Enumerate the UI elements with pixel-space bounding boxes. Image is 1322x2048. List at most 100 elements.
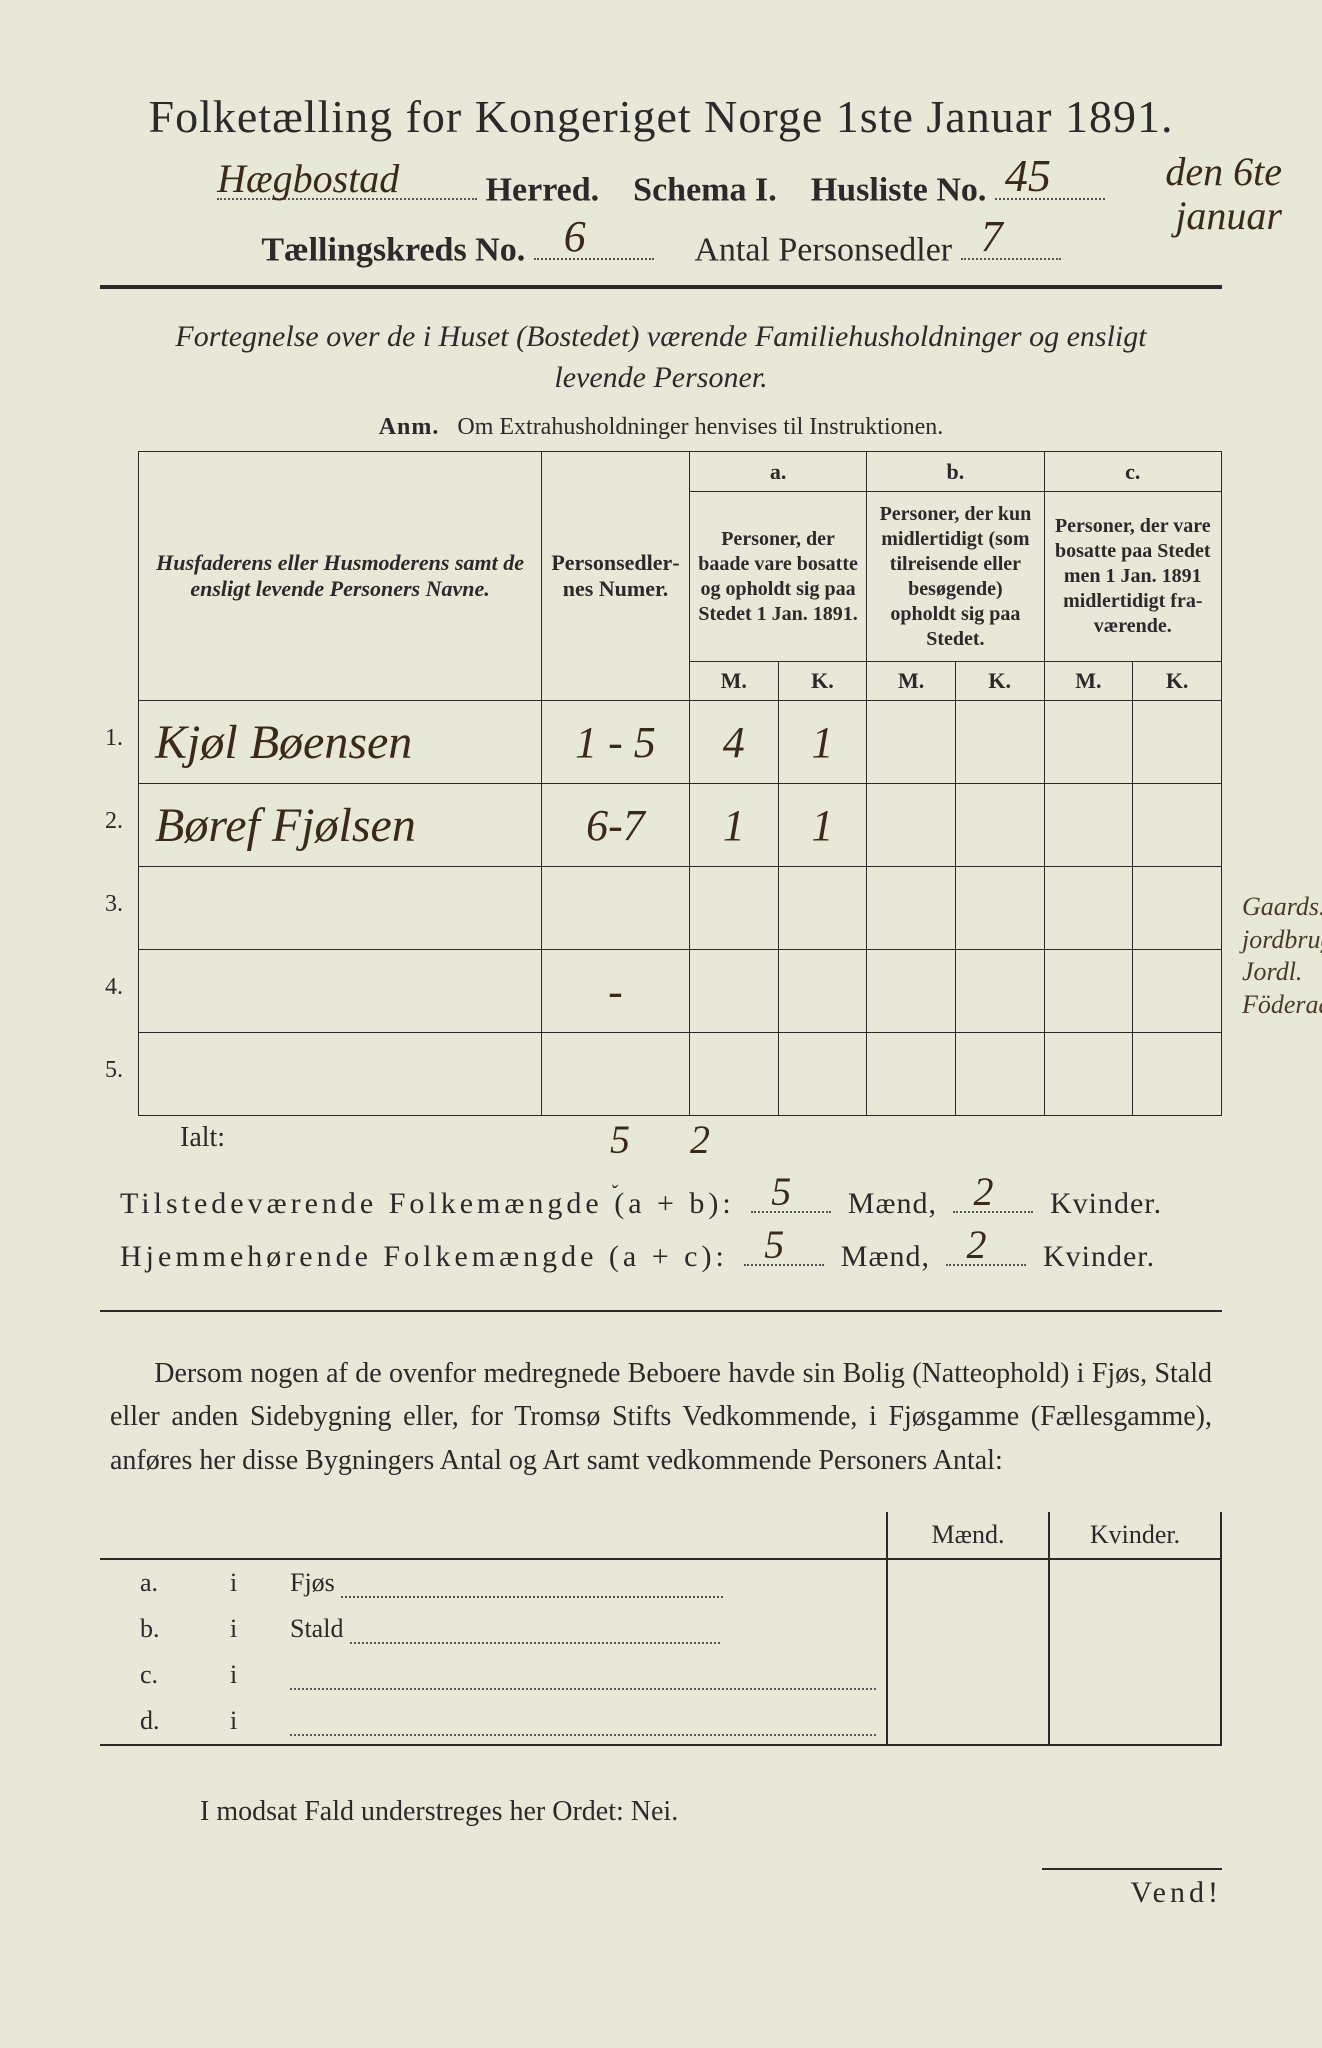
- tbl2-row: d.i: [100, 1698, 1221, 1745]
- herred-blank: Hægbostad: [217, 161, 477, 200]
- anm-text: Om Extrahusholdninger henvises til Instr…: [457, 414, 943, 440]
- tbl2-row: c.i: [100, 1652, 1221, 1698]
- table-row: 1.Kjøl Bøensen1 - 541: [139, 701, 1222, 784]
- row-index: 1.: [105, 725, 123, 752]
- tbl2-k: [1049, 1698, 1221, 1745]
- row-bM: [867, 784, 956, 867]
- row-aM: [689, 950, 778, 1033]
- group-a-letter: a.: [689, 452, 866, 492]
- ialt-m: 5ˇ: [610, 1116, 630, 1210]
- tbl2-k: [1049, 1559, 1221, 1606]
- row-cM: [1044, 867, 1133, 950]
- tbl2-row: b.iStald: [100, 1606, 1221, 1652]
- group-a-text: Personer, der baade vare bo­satte og oph…: [689, 492, 866, 662]
- row-index: 3.: [105, 891, 123, 918]
- margin-annotations: Gaards. Selv jordbruger. Jordl. Föderaad…: [1242, 891, 1322, 1021]
- census-table: Husfaderens eller Husmode­rens samt de e…: [138, 451, 1222, 1116]
- tbl2-k: [1049, 1606, 1221, 1652]
- outbuilding-table: Mænd. Kvinder. a.iFjøs b.iStald c.id.i: [100, 1512, 1222, 1746]
- row-bK: [955, 867, 1044, 950]
- tbl2-label: [280, 1698, 887, 1745]
- table-row: 2.Børef Fjølsen6-711: [139, 784, 1222, 867]
- husliste-label: Husliste No.: [811, 171, 987, 208]
- ialt-label: Ialt:: [180, 1122, 225, 1153]
- summary2-k-blank: 2: [946, 1231, 1026, 1266]
- row-cK: [1133, 950, 1222, 1033]
- tbl2-row: a.iFjøs: [100, 1559, 1221, 1606]
- summary-present: Tilstedeværende Folkemængde (a + b): 5 M…: [120, 1178, 1222, 1221]
- dersom-paragraph: Dersom nogen af de ovenfor medregnede Be…: [110, 1352, 1212, 1482]
- summary1-klabel: Kvinder.: [1050, 1187, 1162, 1220]
- summary1-m: 5: [771, 1168, 792, 1215]
- row-cK: [1133, 867, 1222, 950]
- row-bM: [867, 1033, 956, 1116]
- fortegnelse-heading: Fortegnelse over de i Huset (Bostedet) v…: [100, 317, 1222, 398]
- row-nums: 6-7: [542, 784, 690, 867]
- margin-annot-2: jordbruger.: [1242, 924, 1322, 957]
- tbl2-i: i: [220, 1698, 280, 1745]
- tbl2-k: [1049, 1652, 1221, 1698]
- row-aK: [778, 867, 867, 950]
- summary1-k: 2: [973, 1168, 994, 1215]
- summary2-m-blank: 5: [744, 1231, 824, 1266]
- row-cM: [1044, 1033, 1133, 1116]
- aK-header: K.: [778, 662, 867, 701]
- vend-label: Vend!: [1042, 1868, 1222, 1910]
- anm-label: Anm.: [379, 414, 440, 440]
- row-aM: [689, 1033, 778, 1116]
- tbl2-m: [887, 1698, 1049, 1745]
- row-name-cell: 3.: [139, 867, 542, 950]
- row-aM: 1: [689, 784, 778, 867]
- table-row: 3.: [139, 867, 1222, 950]
- sedler-blank: 7: [961, 221, 1061, 260]
- sedler-label: Antal Personsedler: [694, 231, 952, 268]
- row-bK: [955, 950, 1044, 1033]
- summary2-label: Hjemmehørende Folkemængde (a + c):: [120, 1240, 728, 1273]
- row-aK: 1: [778, 784, 867, 867]
- tbl2-idx: d.: [100, 1698, 220, 1745]
- summary-resident: Hjemmehørende Folkemængde (a + c): 5 Mæn…: [120, 1231, 1222, 1274]
- sedler-value: 7: [981, 211, 1003, 262]
- tbl2-maend: Mænd.: [887, 1512, 1049, 1559]
- kreds-blank: 6: [534, 221, 654, 260]
- row-aK: 1: [778, 701, 867, 784]
- summary1-k-blank: 2: [953, 1178, 1033, 1213]
- tbl2-label: Fjøs: [280, 1559, 887, 1606]
- summary1-mlabel: Mænd,: [848, 1187, 937, 1220]
- row-nums: [542, 867, 690, 950]
- summary2-mlabel: Mænd,: [841, 1240, 930, 1273]
- row-nums: 1 - 5: [542, 701, 690, 784]
- row-name-cell: 2.Børef Fjølsen: [139, 784, 542, 867]
- divider-thick: [100, 285, 1222, 289]
- tbl2-i: i: [220, 1559, 280, 1606]
- group-b-text: Personer, der kun midler­tidigt (som til…: [867, 492, 1044, 662]
- row-name-cell: 1.Kjøl Bøensen: [139, 701, 542, 784]
- bM-header: M.: [867, 662, 956, 701]
- tbl2-kvinder: Kvinder.: [1049, 1512, 1221, 1559]
- herred-value: Hægbostad: [217, 155, 399, 202]
- row-bM: [867, 950, 956, 1033]
- modsat-line: I modsat Fald understreges her Ordet: Ne…: [200, 1796, 1222, 1828]
- kreds-value: 6: [564, 211, 586, 262]
- tbl2-label: [280, 1652, 887, 1698]
- schema-label: Schema I.: [633, 171, 777, 208]
- tbl2-i: i: [220, 1652, 280, 1698]
- fortegnelse-l2: levende Personer.: [554, 361, 767, 394]
- kreds-label: Tællingskreds No.: [261, 231, 525, 268]
- row-cM: [1044, 701, 1133, 784]
- summary1-m-blank: 5: [751, 1178, 831, 1213]
- cM-header: M.: [1044, 662, 1133, 701]
- row-nums: [542, 1033, 690, 1116]
- bK-header: K.: [955, 662, 1044, 701]
- tbl2-idx: a.: [100, 1559, 220, 1606]
- row-bM: [867, 867, 956, 950]
- row-index: 4.: [105, 974, 123, 1001]
- margin-annot-3: Jordl.: [1242, 956, 1322, 989]
- cK-header: K.: [1133, 662, 1222, 701]
- margin-annot-4: Föderaadsmand: [1242, 989, 1322, 1022]
- fortegnelse-l1: Fortegnelse over de i Huset (Bostedet) v…: [175, 320, 1146, 353]
- row-cM: [1044, 784, 1133, 867]
- row-cK: [1133, 1033, 1222, 1116]
- anm-line: Anm. Om Extrahusholdninger henvises til …: [100, 414, 1222, 441]
- husliste-value: 45: [1005, 149, 1051, 202]
